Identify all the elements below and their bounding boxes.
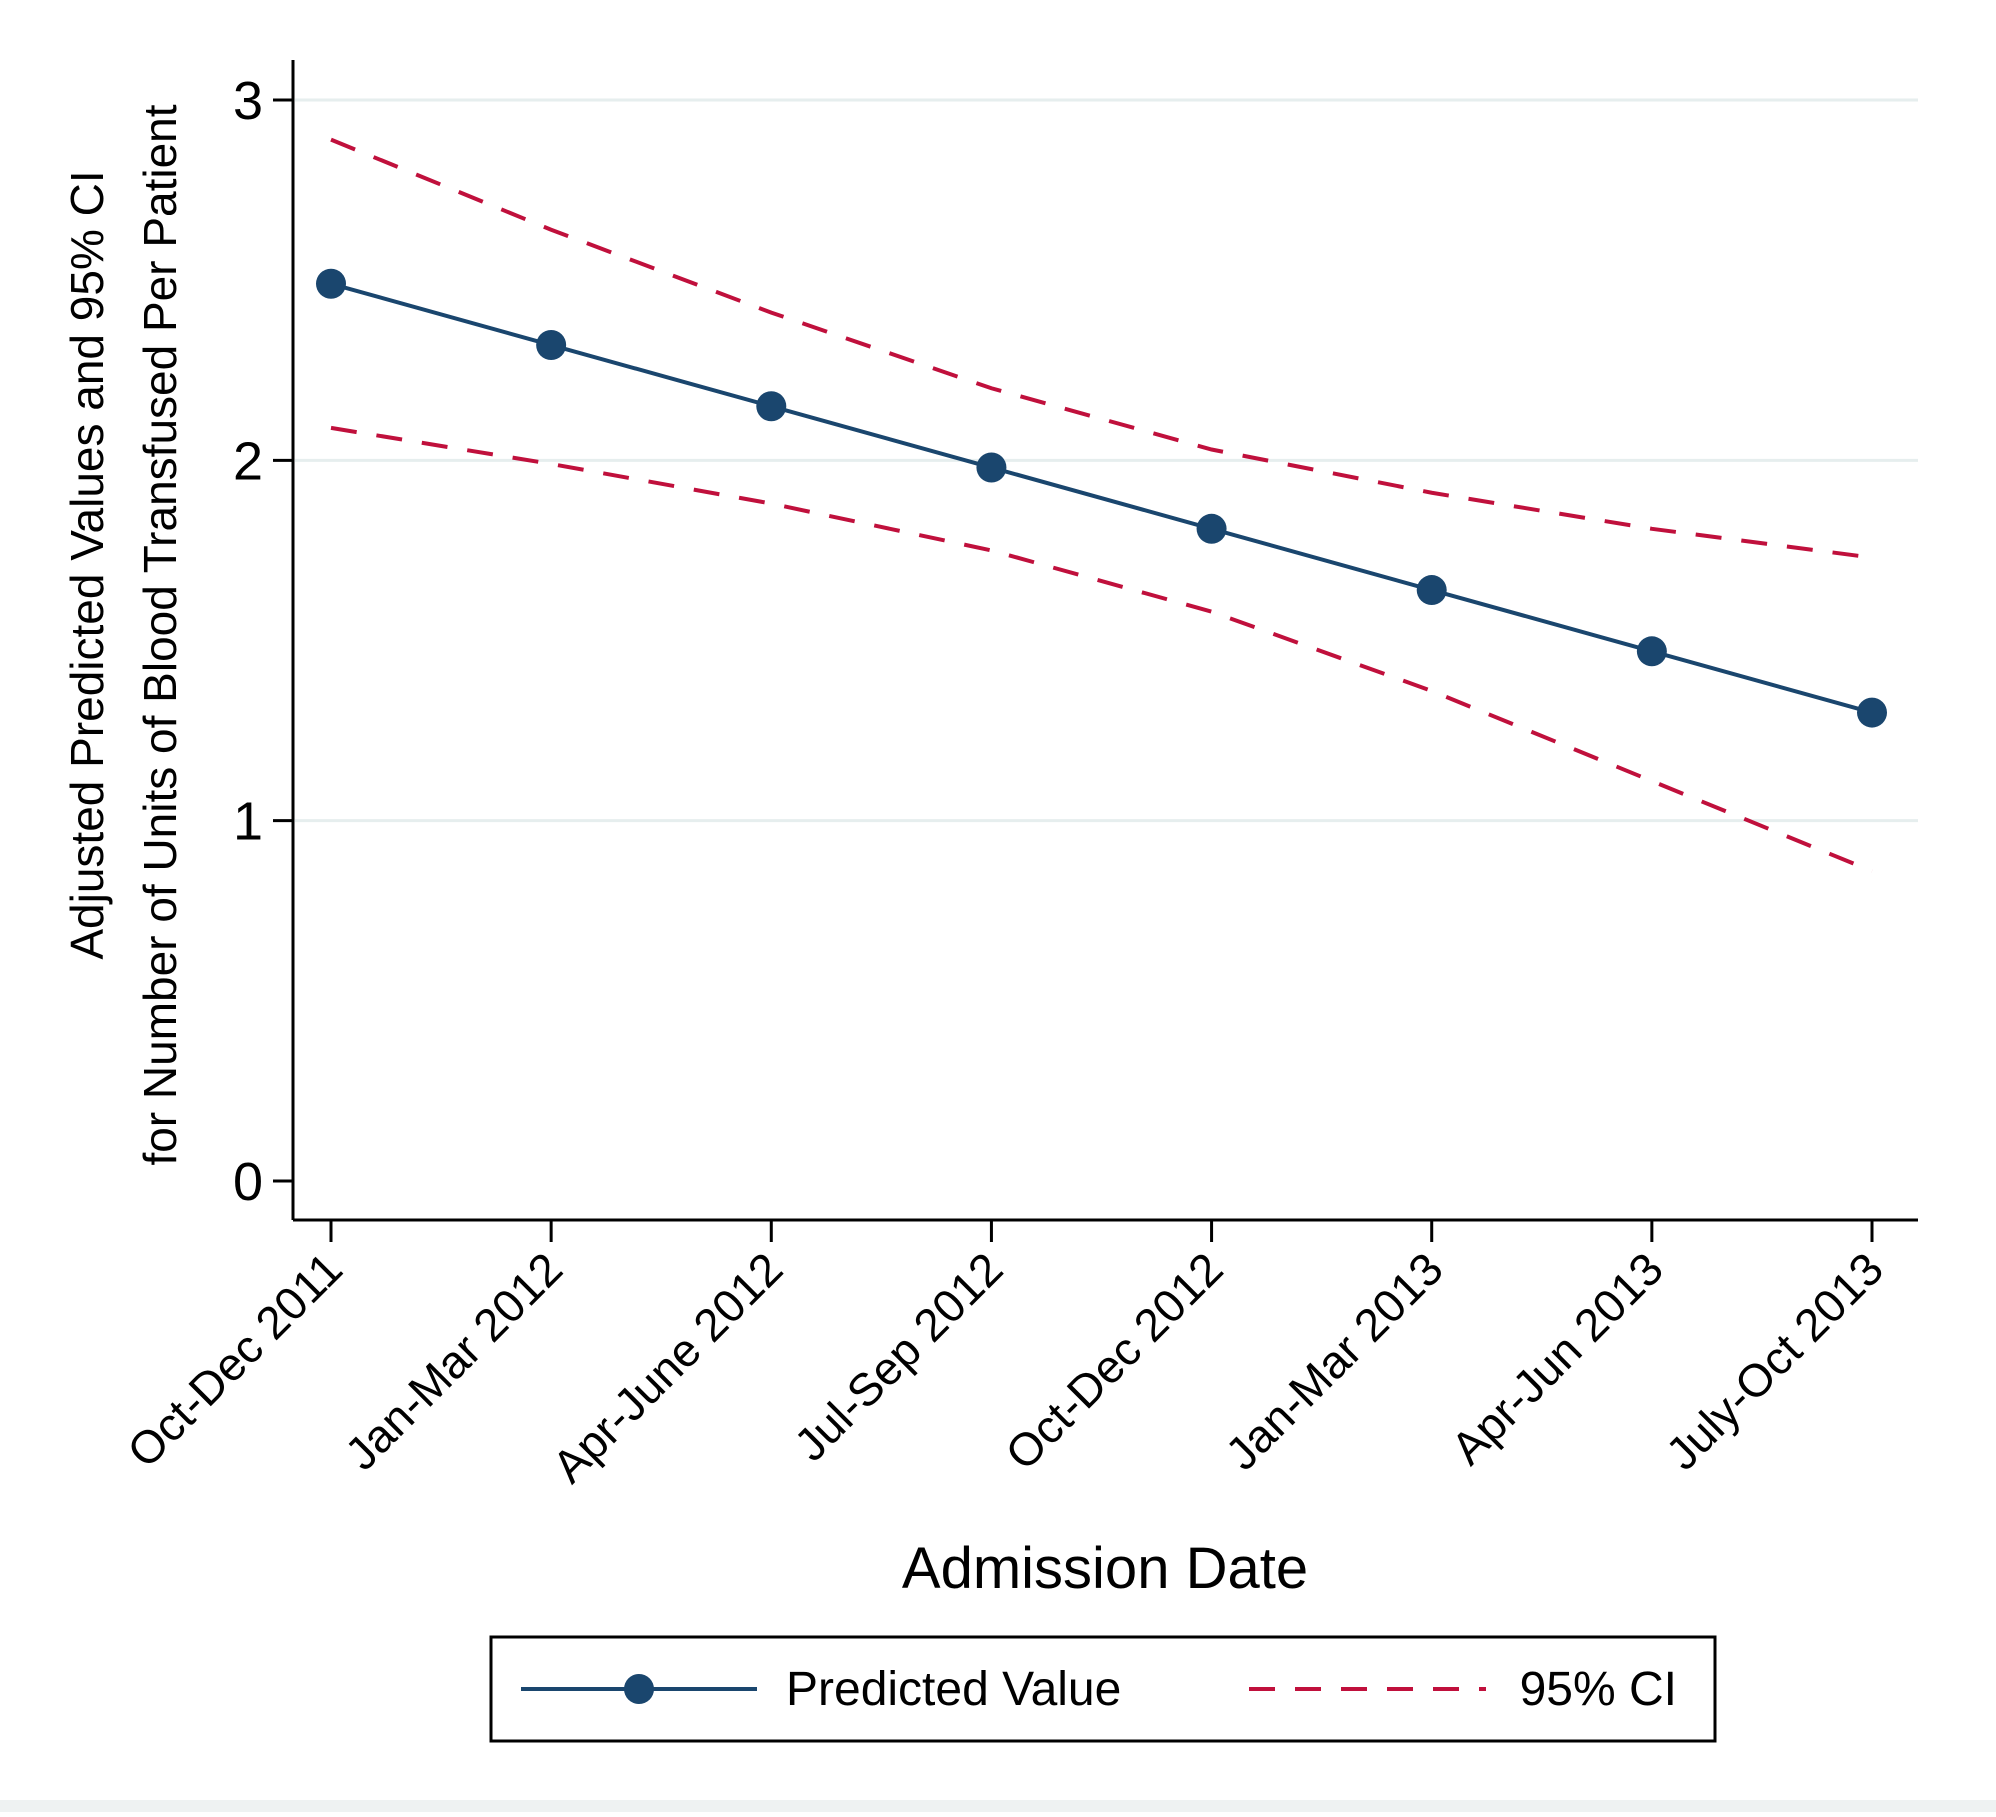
x-tick-label: Apr-Jun 2013 (1441, 1242, 1673, 1474)
legend-label-predicted: Predicted Value (786, 1663, 1121, 1716)
predicted-value-point (316, 268, 346, 299)
series-layer (316, 268, 1887, 728)
predicted-value-point (1857, 697, 1887, 728)
ci-upper-line (330, 137, 1873, 560)
bottom-strip (0, 1800, 1996, 1812)
predicted-value-line (330, 281, 1873, 715)
predicted-value-point (1416, 575, 1447, 606)
x-tick-label: Oct-Dec 2011 (117, 1242, 352, 1477)
x-tick-label: Jul-Sep 2012 (784, 1242, 1012, 1470)
y-axis-label-line-1: Adjusted Predicted Values and 95% CI (61, 170, 113, 959)
legend-label-ci: 95% CI (1520, 1663, 1677, 1716)
y-axis-label-line-2: for Number of Units of Blood Transfused … (134, 104, 186, 1165)
x-tick-label: Oct-Dec 2012 (995, 1242, 1232, 1479)
grid-layer (295, 98, 1918, 823)
y-tick-label-1: 1 (233, 792, 263, 852)
x-tick-label: July-Oct 2013 (1656, 1242, 1893, 1479)
x-tick-label: Jan-Mar 2012 (335, 1242, 572, 1479)
ci-layer (330, 137, 1873, 873)
predicted-value-point (976, 452, 1007, 483)
legend: Predicted Value 95% CI (489, 1635, 1717, 1743)
ci-lower-line (330, 425, 1873, 873)
predicted-value-point (756, 391, 787, 422)
y-tick-label-0: 0 (233, 1152, 263, 1212)
predicted-value-point (1196, 513, 1227, 544)
y-tick-label-2: 2 (233, 431, 263, 491)
legend-marker-predicted (624, 1674, 654, 1704)
x-tick-label: Apr-June 2012 (542, 1242, 792, 1492)
x-axis-label: Admission Date (902, 1536, 1308, 1601)
x-tick-label: Jan-Mar 2013 (1215, 1242, 1452, 1479)
y-tick-label-3: 3 (233, 71, 263, 131)
axis-layer (291, 60, 1918, 1222)
predicted-value-point (536, 330, 567, 361)
ytick-layer: 0 1 2 3 (233, 71, 293, 1212)
predicted-value-point (1636, 636, 1667, 667)
